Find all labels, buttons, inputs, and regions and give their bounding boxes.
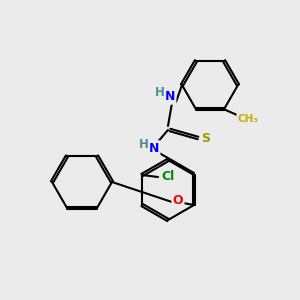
Text: O: O bbox=[173, 194, 183, 208]
Text: CH₃: CH₃ bbox=[238, 114, 259, 124]
Text: N: N bbox=[149, 142, 159, 154]
Text: N: N bbox=[165, 91, 175, 103]
Text: H: H bbox=[155, 86, 165, 100]
Text: Cl: Cl bbox=[161, 170, 175, 184]
Text: H: H bbox=[139, 137, 149, 151]
Text: S: S bbox=[202, 131, 211, 145]
